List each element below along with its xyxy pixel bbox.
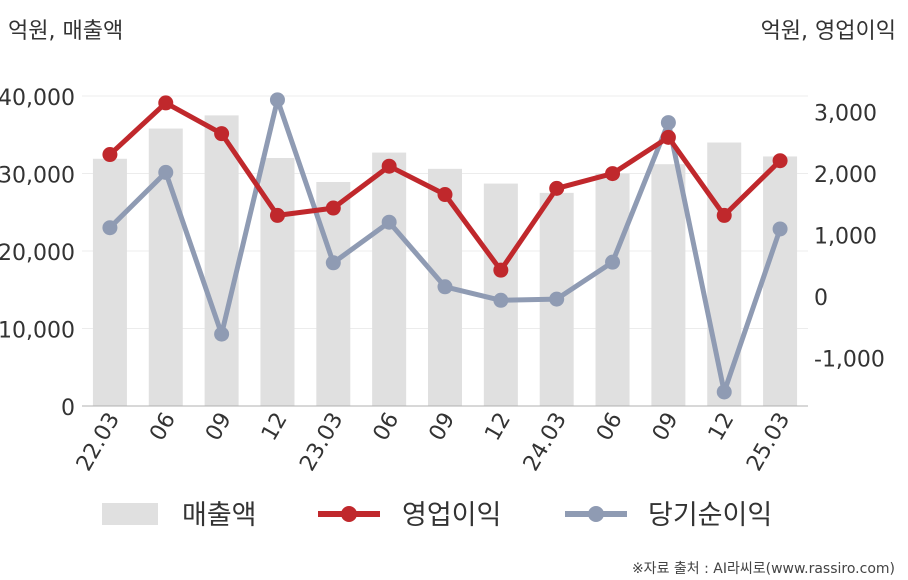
bar-revenue	[92, 158, 127, 406]
x-tick-label: 12	[480, 409, 516, 446]
bar-revenue	[204, 115, 239, 406]
point-operating-profit	[660, 129, 676, 145]
bar-revenue	[316, 182, 351, 406]
point-operating-profit	[605, 166, 621, 182]
left-tick-label: 30,000	[0, 164, 75, 189]
point-net-income	[158, 164, 174, 180]
point-operating-profit	[716, 207, 732, 223]
left-tick-label: 40,000	[0, 86, 75, 111]
point-net-income	[214, 326, 230, 342]
point-operating-profit	[493, 262, 509, 278]
x-tick-label: 25.03	[742, 409, 795, 476]
right-tick-label: 2,000	[814, 163, 877, 188]
bar-revenue	[372, 152, 407, 406]
point-net-income	[716, 384, 732, 400]
legend: 매출액 영업이익 당기순이익	[102, 500, 772, 531]
point-operating-profit	[772, 153, 788, 169]
bar-revenue	[651, 164, 686, 406]
x-tick-label: 12	[704, 409, 740, 446]
point-net-income	[325, 255, 341, 271]
right-tick-label: 1,000	[814, 225, 877, 250]
x-tick-label: 12	[257, 409, 293, 446]
left-axis-ticks: 0 10,000 20,000 30,000 40,000	[0, 86, 75, 421]
x-axis-ticks: 22.03 06 09 12 23.03 06 09 12 24.03 06 09 12 25.03	[72, 409, 795, 476]
left-tick-label: 0	[61, 396, 75, 421]
legend-swatch-revenue	[102, 503, 158, 525]
bar-revenue	[595, 173, 630, 406]
legend-label-revenue: 매출액	[182, 500, 257, 531]
point-operating-profit	[325, 200, 341, 216]
legend-label-net-income: 당기순이익	[648, 500, 772, 531]
x-tick-label: 09	[648, 409, 684, 446]
point-net-income	[772, 221, 788, 237]
point-operating-profit	[158, 95, 174, 111]
left-axis-unit: 억원, 매출액	[8, 19, 123, 44]
point-operating-profit	[549, 180, 565, 196]
x-tick-label: 06	[592, 409, 628, 446]
profit-lines	[102, 92, 788, 400]
x-tick-label: 22.03	[72, 409, 125, 476]
right-axis-unit: 억원, 영업이익	[761, 19, 896, 44]
x-tick-label: 06	[369, 409, 405, 446]
point-net-income	[381, 214, 397, 230]
x-tick-label: 24.03	[519, 409, 572, 476]
point-operating-profit	[102, 147, 118, 163]
right-tick-label: 3,000	[814, 102, 877, 127]
right-tick-label: -1,000	[814, 348, 885, 373]
point-operating-profit	[214, 126, 230, 142]
bar-revenue	[763, 156, 798, 406]
point-net-income	[605, 254, 621, 270]
bar-revenue	[707, 142, 742, 406]
left-tick-label: 20,000	[0, 241, 75, 266]
legend-marker-net-income	[588, 506, 604, 522]
point-operating-profit	[269, 207, 285, 223]
right-axis-ticks: -1,000 0 1,000 2,000 3,000	[814, 102, 885, 373]
left-tick-label: 10,000	[0, 319, 75, 344]
x-tick-label: 06	[145, 409, 181, 446]
point-net-income	[493, 292, 509, 308]
legend-marker-operating-profit	[341, 506, 357, 522]
legend-label-operating-profit: 영업이익	[402, 500, 501, 531]
point-net-income	[549, 291, 565, 307]
point-operating-profit	[381, 158, 397, 174]
right-tick-label: 0	[814, 286, 828, 311]
x-tick-label: 23.03	[295, 409, 348, 476]
point-operating-profit	[437, 187, 453, 203]
point-net-income	[437, 279, 453, 295]
x-tick-label: 09	[201, 409, 237, 446]
point-net-income	[269, 92, 285, 108]
x-tick-label: 09	[425, 409, 461, 446]
point-net-income	[660, 115, 676, 131]
source-note: ※자료 출처 : AI라씨로(www.rassiro.com)	[632, 561, 895, 577]
point-net-income	[102, 220, 118, 236]
